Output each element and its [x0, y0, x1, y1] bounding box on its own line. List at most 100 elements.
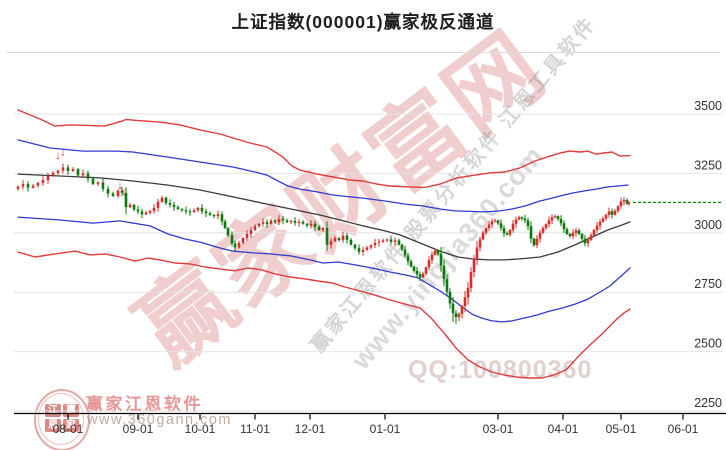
candlestick: [81, 173, 85, 176]
candlestick: [289, 220, 293, 223]
candlestick: [91, 178, 95, 185]
candlestick: [418, 274, 422, 278]
candlestick: [76, 169, 80, 176]
candlestick: [463, 297, 467, 306]
candlestick: [544, 224, 548, 229]
candlestick: [610, 211, 614, 215]
candlestick: [136, 209, 140, 212]
x-tick-label: 09-01: [123, 422, 154, 436]
candlestick: [16, 186, 20, 189]
candlestick: [200, 207, 204, 212]
candlestick: [451, 303, 455, 314]
candlestick: [164, 197, 168, 204]
candlestick: [619, 201, 623, 207]
candlestick: [361, 249, 365, 252]
x-tick-label: 05-01: [606, 422, 637, 436]
candlestick: [132, 204, 136, 210]
candlestick: [532, 238, 536, 246]
candlestick: [389, 239, 393, 242]
candlestick: [208, 213, 212, 215]
candlestick: [176, 207, 180, 210]
candlestick: [433, 250, 437, 255]
y-tick-label: 2250: [694, 396, 722, 410]
candlestick: [168, 203, 172, 205]
candlestick: [541, 228, 545, 233]
y-tick-label: 3000: [694, 218, 722, 232]
candlestick: [297, 221, 301, 223]
candlestick: [559, 219, 563, 224]
candlestick: [484, 228, 488, 233]
candlestick: [616, 206, 620, 211]
candlestick: [442, 265, 446, 280]
candlestick: [265, 222, 269, 224]
candlestick: [538, 232, 542, 239]
candlestick: [216, 214, 220, 217]
candlestick: [337, 238, 341, 240]
candlestick: [625, 200, 629, 204]
candlestick: [481, 232, 485, 240]
candlestick: [571, 232, 575, 237]
candlestick: [415, 270, 419, 275]
candlestick: [120, 190, 124, 193]
candlestick: [439, 253, 443, 266]
candlestick: [204, 211, 208, 214]
candlestick: [61, 167, 65, 171]
candlestick: [365, 247, 369, 250]
candlestick: [490, 221, 494, 225]
candlestick: [212, 214, 216, 217]
x-tick-label: 01-01: [370, 422, 401, 436]
candlestick: [317, 226, 321, 230]
candlestick: [403, 249, 407, 256]
candlestick: [511, 223, 515, 230]
candlestick: [249, 229, 253, 234]
candlestick: [373, 242, 377, 246]
x-tick-label: 11-01: [240, 422, 270, 436]
candlestick: [313, 223, 317, 227]
candlestick: [152, 207, 156, 211]
candlestick: [427, 260, 431, 268]
band-lower-red-line: [17, 250, 631, 379]
candlestick: [547, 220, 551, 225]
candlestick: [381, 240, 385, 242]
band-upper-blue-line: [17, 139, 629, 213]
candlestick: [487, 224, 491, 229]
candlestick: [226, 228, 230, 236]
candlestick: [36, 182, 40, 186]
candlestick: [601, 218, 605, 222]
candlestick: [245, 233, 249, 239]
candlestick: [106, 188, 110, 194]
candlestick: [607, 211, 611, 215]
candlestick: [478, 239, 482, 248]
candlestick: [101, 182, 105, 189]
y-tick-label: 3500: [694, 99, 722, 113]
candlestick: [56, 170, 60, 173]
candlestick: [321, 228, 325, 230]
y-tick-label: 3250: [694, 158, 722, 172]
candlestick: [448, 291, 452, 304]
candlestick: [400, 244, 404, 250]
candlestick: [553, 216, 557, 218]
band-upper-red-line: [17, 109, 631, 189]
candlestick: [604, 214, 608, 219]
candlestick: [445, 279, 449, 292]
y-tick-label: 2750: [694, 277, 722, 291]
candlestick: [466, 287, 470, 298]
candlestick: [116, 190, 120, 196]
seal-character-grid: 江 赢 恩 家: [45, 404, 79, 432]
candlestick: [565, 229, 569, 234]
candlestick: [586, 239, 590, 244]
candlestick: [253, 226, 257, 230]
x-tick-label: 04-01: [548, 422, 579, 436]
candlestick: [96, 182, 100, 185]
candlestick: [230, 235, 234, 244]
candlestick: [273, 220, 277, 223]
candlestick: [353, 244, 357, 249]
candlestick: [613, 210, 617, 215]
candlestick: [281, 219, 285, 221]
y-tick-label: 2500: [694, 337, 722, 351]
x-tick-label: 08-01: [53, 422, 84, 436]
candlestick: [309, 223, 313, 226]
candlestick: [111, 193, 115, 196]
